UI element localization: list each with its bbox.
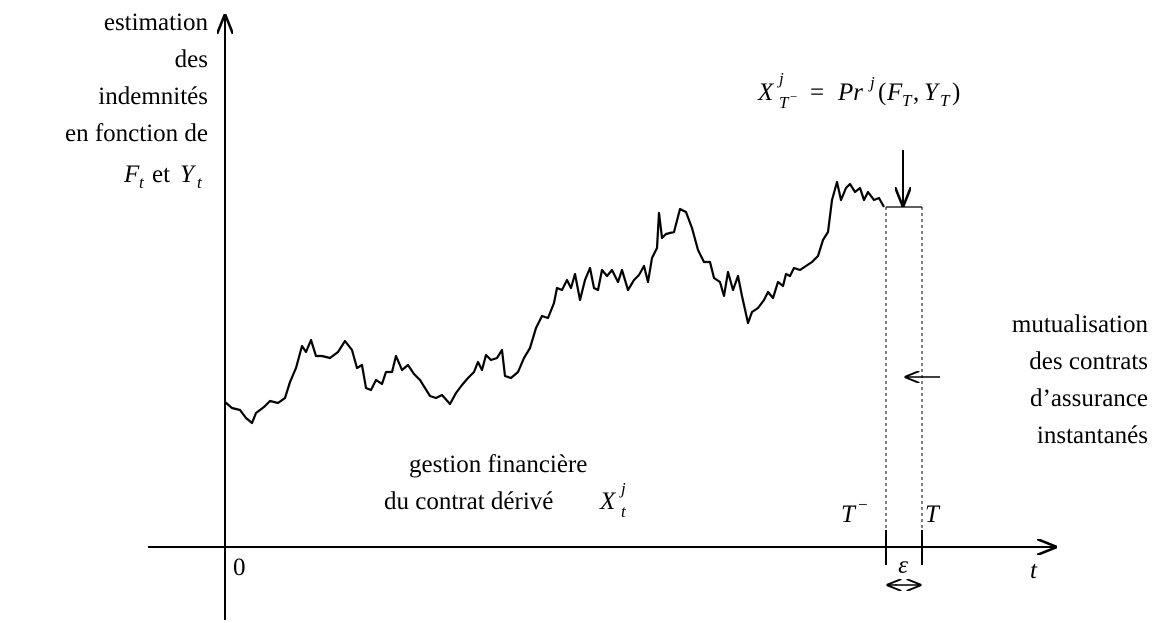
math: T: [940, 91, 951, 110]
math: X: [757, 79, 775, 106]
tick-label: −: [858, 495, 868, 514]
math: j: [777, 69, 784, 88]
math: ): [952, 79, 960, 106]
random-path: [224, 180, 885, 425]
label: en fonction de: [65, 120, 208, 147]
math: ,: [913, 79, 919, 106]
epsilon-label: ε: [898, 552, 908, 579]
labels: estimation des indemnités en fonction de…: [65, 9, 1149, 584]
math: −: [790, 89, 797, 104]
math: =: [810, 79, 824, 106]
label: indemnités: [98, 83, 208, 110]
origin-label: 0: [233, 554, 246, 581]
math: j: [868, 73, 875, 92]
label: instantanés: [1037, 422, 1148, 449]
math: Y: [180, 161, 197, 188]
axis-label: t: [1030, 557, 1038, 584]
label: des: [175, 46, 208, 73]
math: j: [619, 479, 626, 498]
tick-label: T: [925, 501, 941, 528]
label: et: [152, 161, 170, 188]
label: gestion financière: [409, 451, 587, 478]
tick-label: T: [841, 501, 857, 528]
math: X: [599, 488, 617, 515]
math: Y: [924, 79, 941, 106]
math: F: [886, 79, 903, 106]
axes: [148, 16, 1055, 620]
math: (: [878, 79, 886, 106]
label: estimation: [104, 9, 209, 36]
math: t: [621, 502, 627, 521]
math: F: [123, 161, 140, 188]
math: T: [902, 91, 913, 110]
label: des contrats: [1029, 348, 1148, 375]
math: t: [139, 173, 145, 192]
label: du contrat dérivé: [384, 488, 553, 515]
label: mutualisation: [1012, 311, 1149, 338]
math: t: [197, 173, 203, 192]
label: d’assurance: [1030, 385, 1148, 412]
math: Pr: [837, 79, 863, 106]
math: T: [779, 93, 790, 112]
